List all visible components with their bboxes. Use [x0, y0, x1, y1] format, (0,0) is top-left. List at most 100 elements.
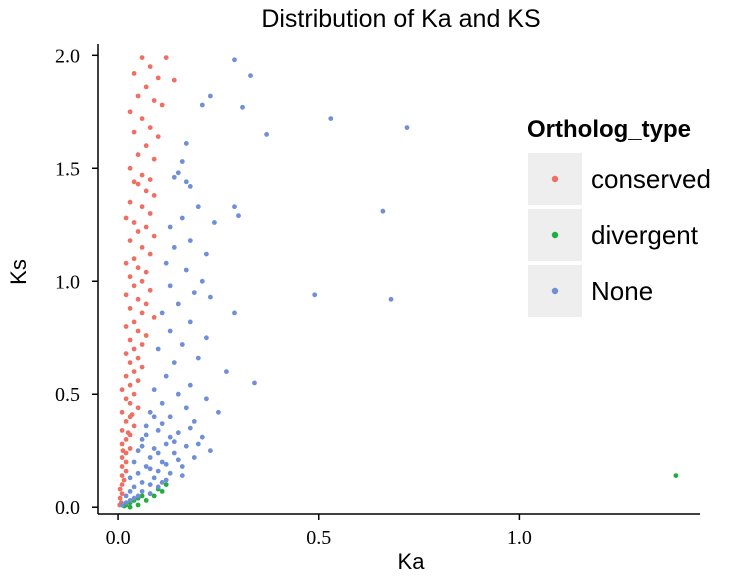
- point-none: [199, 102, 205, 108]
- point-conserved: [139, 204, 145, 210]
- point-conserved: [127, 360, 133, 365]
- point-divergent: [143, 498, 149, 503]
- legend-key-dot: [551, 231, 559, 239]
- point-none: [135, 493, 141, 499]
- y-tick-label: 0.0: [55, 497, 80, 519]
- point-conserved: [127, 165, 133, 171]
- point-conserved: [139, 245, 145, 250]
- point-conserved: [139, 364, 145, 370]
- point-none: [151, 387, 157, 393]
- point-none: [171, 439, 177, 445]
- point-none: [252, 380, 257, 386]
- series-divergent: [121, 473, 679, 510]
- point-none: [135, 448, 141, 454]
- point-none: [119, 502, 125, 508]
- plot-area: [117, 55, 679, 510]
- point-none: [155, 468, 161, 474]
- point-conserved: [125, 430, 131, 436]
- point-conserved: [131, 423, 137, 429]
- point-divergent: [159, 489, 165, 494]
- point-conserved: [127, 238, 133, 244]
- point-none: [147, 455, 153, 460]
- legend-items: conserved divergent None: [528, 153, 711, 317]
- point-none: [199, 278, 205, 284]
- point-none: [123, 493, 129, 499]
- point-conserved: [131, 220, 137, 225]
- point-none: [175, 457, 181, 463]
- y-tick-label: 0.5: [55, 384, 80, 406]
- point-none: [179, 342, 185, 347]
- point-conserved: [147, 251, 153, 257]
- point-none: [232, 310, 237, 316]
- point-conserved: [139, 278, 145, 284]
- point-none: [167, 328, 173, 334]
- x-tick-label: 0.0: [106, 527, 131, 549]
- x-axis-label: Ka: [398, 549, 426, 574]
- point-none: [163, 441, 169, 447]
- point-divergent: [163, 482, 169, 487]
- point-none: [204, 396, 209, 402]
- point-none: [147, 409, 153, 415]
- point-none: [183, 179, 189, 185]
- point-conserved: [131, 256, 137, 262]
- series-conserved: [117, 55, 177, 508]
- point-conserved: [143, 224, 149, 230]
- legend-key-dot: [551, 287, 559, 295]
- point-conserved: [131, 129, 137, 135]
- point-none: [187, 382, 193, 388]
- point-conserved: [151, 98, 157, 103]
- point-conserved: [123, 459, 129, 465]
- point-none: [163, 260, 169, 266]
- point-conserved: [135, 378, 141, 384]
- point-conserved: [119, 428, 125, 433]
- point-none: [167, 283, 173, 289]
- point-none: [175, 301, 181, 307]
- x-tick-label: 0.5: [306, 527, 331, 549]
- point-none: [163, 461, 169, 467]
- point-conserved: [120, 448, 126, 454]
- point-none: [212, 220, 217, 225]
- point-conserved: [147, 177, 153, 183]
- point-conserved: [123, 396, 129, 402]
- point-none: [131, 459, 137, 465]
- point-none: [204, 251, 209, 257]
- point-none: [155, 450, 161, 456]
- point-conserved: [143, 269, 149, 275]
- point-conserved: [147, 64, 153, 69]
- point-none: [147, 466, 153, 472]
- point-conserved: [127, 109, 133, 115]
- point-conserved: [139, 172, 145, 178]
- point-conserved: [123, 260, 129, 266]
- point-none: [167, 224, 173, 230]
- legend-label: divergent: [591, 220, 699, 250]
- point-divergent: [135, 502, 141, 508]
- point-none: [159, 421, 165, 426]
- point-none: [167, 470, 173, 476]
- point-none: [167, 434, 173, 440]
- point-conserved: [139, 116, 145, 121]
- y-axis-ticks: 0.0 0.5 1.0 1.5 2.0: [55, 45, 98, 519]
- point-none: [248, 73, 253, 78]
- point-conserved: [147, 287, 153, 293]
- point-none: [232, 204, 237, 210]
- point-none: [195, 441, 201, 447]
- point-none: [175, 430, 181, 436]
- point-conserved: [129, 412, 135, 417]
- point-conserved: [139, 342, 145, 347]
- point-none: [179, 215, 185, 221]
- point-none: [131, 484, 137, 490]
- y-tick-label: 1.0: [55, 271, 80, 293]
- point-none: [159, 480, 165, 485]
- point-conserved: [147, 211, 153, 216]
- point-divergent: [673, 473, 679, 478]
- point-conserved: [163, 55, 169, 60]
- point-conserved: [123, 437, 129, 442]
- point-none: [216, 409, 221, 415]
- point-none: [167, 414, 173, 420]
- point-conserved: [127, 199, 133, 205]
- point-conserved: [135, 229, 141, 234]
- point-conserved: [143, 84, 149, 90]
- y-tick-label: 1.5: [55, 158, 80, 180]
- point-conserved: [171, 77, 177, 83]
- point-none: [175, 170, 181, 176]
